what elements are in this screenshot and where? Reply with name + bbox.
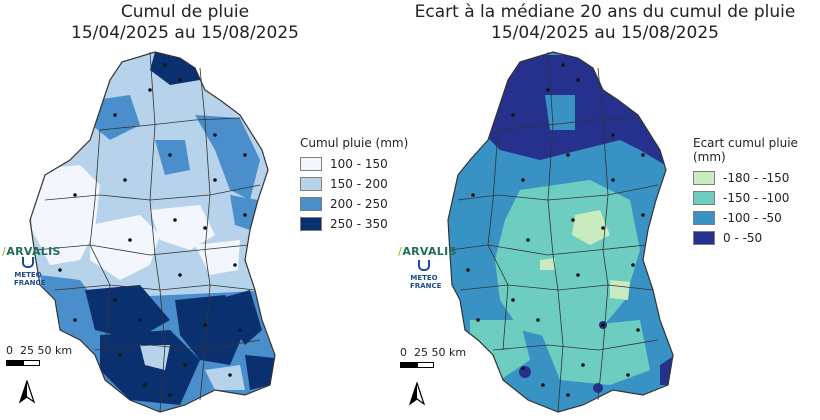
left-map-title: Cumul de pluie 15/04/2025 au 15/08/2025 xyxy=(40,2,330,44)
meteo-text-2: FRANCE xyxy=(14,279,46,287)
legend-label: 200 - 250 xyxy=(330,197,388,211)
left-title-line2: 15/04/2025 au 15/08/2025 xyxy=(71,23,299,43)
legend-swatch xyxy=(693,171,715,185)
left-legend: Cumul pluie (mm) 100 - 150 150 - 200 200… xyxy=(300,136,408,234)
right-legend: Ecart cumul pluie (mm) -180 - -150 -150 … xyxy=(693,136,820,248)
arvalis-logo: /ARVALIS xyxy=(398,245,457,258)
legend-label: -150 - -100 xyxy=(723,191,790,205)
scale-graphic xyxy=(400,362,466,368)
right-map-title: Ecart à la médiane 20 ans du cumul de pl… xyxy=(395,2,815,44)
meteo-france-icon xyxy=(418,260,430,271)
meteo-text-1: METEO xyxy=(14,271,42,279)
legend-swatch xyxy=(300,217,322,231)
meteo-france-icon xyxy=(22,257,34,268)
legend-item: -150 - -100 xyxy=(693,188,820,208)
right-scale-bar: 0 25 50 km xyxy=(400,346,466,368)
legend-swatch xyxy=(300,177,322,191)
left-legend-title: Cumul pluie (mm) xyxy=(300,136,409,150)
scale-label: 0 25 50 km xyxy=(6,344,73,357)
legend-swatch xyxy=(693,191,715,205)
legend-item: -100 - -50 xyxy=(693,208,820,228)
legend-swatch xyxy=(693,211,715,225)
legend-label: -100 - -50 xyxy=(723,211,782,225)
legend-item: 150 - 200 xyxy=(300,174,408,194)
legend-label: 100 - 150 xyxy=(330,157,388,171)
legend-item: 200 - 250 xyxy=(300,194,408,214)
north-arrow-icon xyxy=(408,382,426,406)
meteo-text-1: METEO xyxy=(410,274,438,282)
arvalis-text: ARVALIS xyxy=(402,245,457,258)
left-rainfall-map xyxy=(29,51,276,413)
legend-swatch xyxy=(693,231,715,245)
left-title-line1: Cumul de pluie xyxy=(120,2,250,22)
right-title-line2: 15/04/2025 au 15/08/2025 xyxy=(491,23,719,43)
legend-item: 0 - -50 xyxy=(693,228,820,248)
scale-graphic xyxy=(6,360,72,366)
arvalis-logo: /ARVALIS xyxy=(2,245,61,258)
arvalis-text: ARVALIS xyxy=(6,245,61,258)
meteo-text-2: FRANCE xyxy=(410,282,442,290)
legend-swatch xyxy=(300,197,322,211)
right-legend-title: Ecart cumul pluie (mm) xyxy=(693,136,798,164)
legend-label: 150 - 200 xyxy=(330,177,388,191)
meteo-france-logo: METEO FRANCE xyxy=(14,257,46,287)
right-title-line1: Ecart à la médiane 20 ans du cumul de pl… xyxy=(414,2,796,22)
north-arrow-icon xyxy=(18,380,36,404)
legend-swatch xyxy=(300,157,322,171)
legend-label: -180 - -150 xyxy=(723,171,790,185)
legend-item: 100 - 150 xyxy=(300,154,408,174)
legend-item: -180 - -150 xyxy=(693,168,820,188)
meteo-france-logo: METEO FRANCE xyxy=(410,260,442,290)
legend-label: 0 - -50 xyxy=(723,231,763,245)
left-scale-bar: 0 25 50 km xyxy=(6,344,72,366)
scale-label: 0 25 50 km xyxy=(400,346,467,359)
legend-item: 250 - 350 xyxy=(300,214,408,234)
legend-label: 250 - 350 xyxy=(330,217,388,231)
